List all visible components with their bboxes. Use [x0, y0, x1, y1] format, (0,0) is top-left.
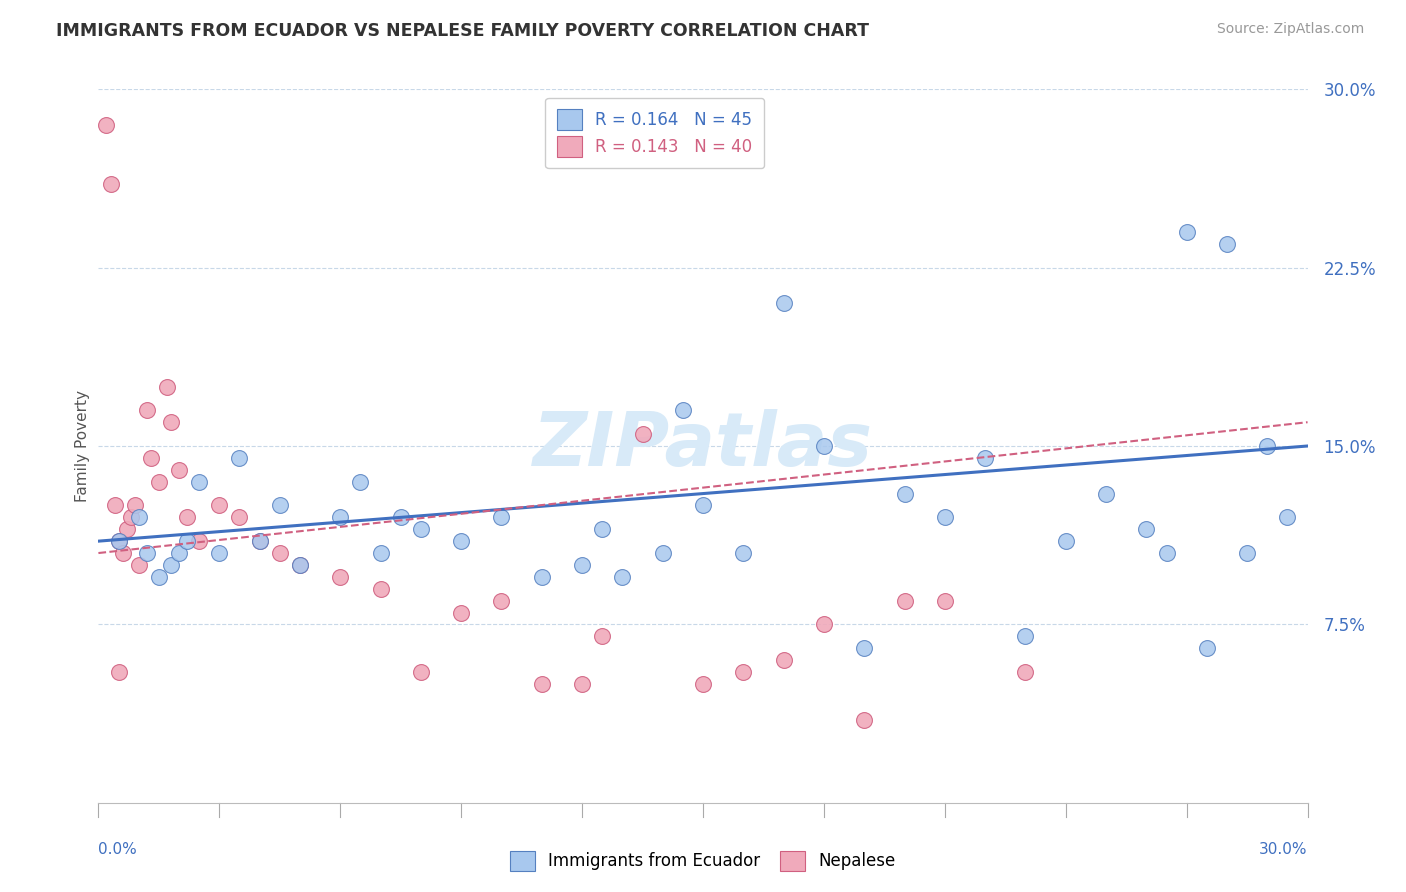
Point [208, 546, 231, 560]
Point [853, 641, 876, 656]
Point [733, 665, 755, 679]
Point [208, 499, 231, 513]
Point [672, 403, 695, 417]
Point [651, 546, 673, 560]
Y-axis label: Family Poverty: Family Poverty [75, 390, 90, 502]
Point [128, 558, 150, 572]
Point [591, 522, 613, 536]
Point [107, 534, 129, 549]
Point [269, 499, 291, 513]
Point [96, 118, 118, 132]
Text: ZIPatlas: ZIPatlas [533, 409, 873, 483]
Legend: R = 0.164   N = 45, R = 0.143   N = 40: R = 0.164 N = 45, R = 0.143 N = 40 [546, 97, 763, 169]
Point [692, 677, 714, 691]
Point [530, 570, 553, 584]
Point [167, 546, 190, 560]
Legend: Immigrants from Ecuador, Nepalese: Immigrants from Ecuador, Nepalese [502, 842, 904, 880]
Point [571, 677, 593, 691]
Point [1277, 510, 1299, 524]
Point [1135, 522, 1157, 536]
Point [370, 546, 392, 560]
Point [1195, 641, 1218, 656]
Point [1054, 534, 1077, 549]
Point [249, 534, 271, 549]
Point [974, 450, 997, 465]
Point [813, 439, 835, 453]
Point [1014, 665, 1036, 679]
Point [128, 510, 150, 524]
Point [409, 522, 432, 536]
Point [631, 427, 654, 442]
Point [389, 510, 412, 524]
Point [733, 546, 755, 560]
Point [409, 665, 432, 679]
Point [160, 415, 183, 429]
Point [124, 499, 146, 513]
Point [893, 486, 915, 500]
Point [491, 593, 513, 607]
Point [934, 593, 956, 607]
Point [103, 499, 125, 513]
Point [1175, 225, 1198, 239]
Point [135, 403, 157, 417]
Point [156, 379, 179, 393]
Point [772, 296, 794, 310]
Point [249, 534, 271, 549]
Point [139, 450, 162, 465]
Point [107, 665, 129, 679]
Point [934, 510, 956, 524]
Point [329, 570, 352, 584]
Point [269, 546, 291, 560]
Point [1236, 546, 1258, 560]
Text: 0.0%: 0.0% [98, 842, 138, 856]
Point [167, 463, 190, 477]
Point [160, 558, 183, 572]
Point [813, 617, 835, 632]
Point [450, 606, 472, 620]
Text: 30.0%: 30.0% [1260, 842, 1308, 856]
Point [288, 558, 311, 572]
Point [591, 629, 613, 643]
Point [1014, 629, 1036, 643]
Point [329, 510, 352, 524]
Point [491, 510, 513, 524]
Point [772, 653, 794, 667]
Point [228, 450, 250, 465]
Point [115, 522, 138, 536]
Text: IMMIGRANTS FROM ECUADOR VS NEPALESE FAMILY POVERTY CORRELATION CHART: IMMIGRANTS FROM ECUADOR VS NEPALESE FAMI… [56, 22, 869, 40]
Point [893, 593, 915, 607]
Point [135, 546, 157, 560]
Point [176, 510, 198, 524]
Point [530, 677, 553, 691]
Point [450, 534, 472, 549]
Point [370, 582, 392, 596]
Text: Source: ZipAtlas.com: Source: ZipAtlas.com [1216, 22, 1364, 37]
Point [612, 570, 634, 584]
Point [148, 475, 170, 489]
Point [176, 534, 198, 549]
Point [111, 546, 134, 560]
Point [148, 570, 170, 584]
Point [853, 713, 876, 727]
Point [1216, 236, 1239, 251]
Point [1156, 546, 1178, 560]
Point [100, 178, 122, 192]
Point [120, 510, 142, 524]
Point [188, 475, 211, 489]
Point [228, 510, 250, 524]
Point [1095, 486, 1118, 500]
Point [1256, 439, 1278, 453]
Point [571, 558, 593, 572]
Point [692, 499, 714, 513]
Point [188, 534, 211, 549]
Point [288, 558, 311, 572]
Point [107, 534, 129, 549]
Point [349, 475, 371, 489]
